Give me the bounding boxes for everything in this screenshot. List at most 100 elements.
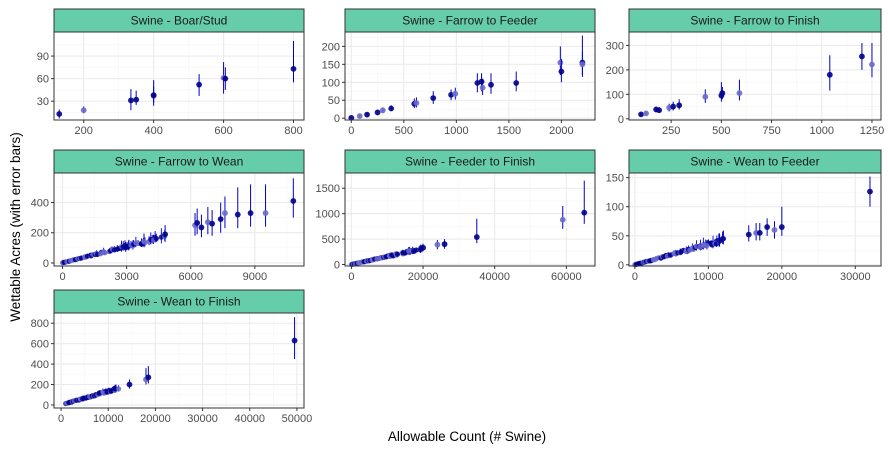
data-point: [581, 209, 588, 216]
data-point: [150, 92, 157, 99]
data-point: [133, 96, 140, 103]
y-tick-label: 90: [37, 51, 49, 63]
data-point: [745, 231, 752, 238]
data-point: [80, 107, 87, 114]
data-point: [736, 90, 743, 97]
data-point: [348, 114, 355, 121]
x-tick-label: 30000: [187, 413, 218, 425]
facet-title: Swine - Farrow to Feeder: [402, 14, 537, 28]
panel-border: [344, 31, 596, 121]
y-tick-label: 60: [37, 74, 49, 86]
data-point: [141, 238, 147, 244]
y-tick-label: 100: [322, 77, 340, 89]
y-tick-label: 1500: [316, 183, 340, 195]
y-tick-label: 150: [606, 173, 624, 185]
data-point: [670, 103, 677, 110]
data-point: [434, 241, 441, 248]
x-tick-label: 50000: [282, 413, 313, 425]
data-point: [867, 188, 873, 195]
data-point: [656, 107, 663, 114]
y-tick-label: 0: [43, 400, 49, 412]
data-point: [719, 90, 726, 97]
y-tick-label: 800: [31, 318, 49, 330]
data-point: [826, 71, 833, 78]
data-point: [579, 61, 586, 68]
data-point: [413, 100, 420, 107]
x-tick-label: 6000: [179, 271, 203, 283]
plot-area: [54, 32, 304, 120]
x-tick-label: 800: [284, 125, 302, 137]
facet-title: Swine - Wean to Feeder: [690, 155, 819, 169]
data-point: [374, 109, 381, 116]
data-point: [262, 210, 269, 216]
data-point: [473, 234, 480, 240]
data-point: [247, 210, 254, 216]
plot-area: [629, 173, 881, 266]
data-point: [128, 97, 134, 104]
x-tick-label: 1500: [497, 125, 521, 137]
data-point: [222, 75, 229, 82]
y-tick-label: 100: [606, 202, 624, 214]
y-tick-label: 0: [618, 260, 624, 272]
y-tick-label: 200: [31, 228, 49, 240]
data-point: [559, 216, 566, 223]
x-tick-label: 0: [348, 125, 354, 137]
data-point: [133, 240, 139, 246]
x-tick-label: 20000: [140, 413, 171, 425]
y-tick-label: 0: [618, 114, 624, 126]
y-tick-label: 400: [31, 197, 49, 209]
x-tick-label: 40000: [479, 271, 510, 283]
x-tick-label: 0: [632, 271, 638, 283]
data-point: [145, 374, 152, 381]
x-tick-label: 250: [662, 125, 680, 137]
data-point: [756, 229, 763, 236]
x-tick-label: 3000: [114, 271, 138, 283]
plot-area: [345, 32, 595, 120]
y-tick-label: 30: [37, 96, 49, 108]
data-point: [676, 102, 683, 109]
x-tick-label: 0: [58, 413, 64, 425]
data-point: [196, 81, 203, 88]
y-tick-label: 0: [334, 113, 340, 125]
data-point: [720, 236, 726, 242]
data-point: [162, 231, 169, 238]
x-tick-label: 10000: [93, 413, 124, 425]
facet-title: Swine - Farrow to Wean: [115, 155, 244, 169]
y-tick-label: 200: [31, 380, 49, 392]
data-point: [291, 337, 298, 344]
y-tick-label: 50: [612, 231, 624, 243]
data-point: [364, 111, 370, 118]
facet-title: Swine - Feeder to Finish: [405, 155, 535, 169]
data-point: [116, 386, 122, 392]
data-point: [209, 220, 216, 227]
y-tick-label: 300: [606, 40, 624, 52]
facet-panels: Swine - Boar/Stud 200 400 600 800 30 60 90 Swine…: [31, 8, 884, 425]
data-point: [869, 61, 875, 68]
y-tick-label: 200: [322, 41, 340, 53]
data-point: [290, 65, 297, 72]
data-point: [558, 68, 565, 75]
panel-border: [628, 172, 882, 267]
y-tick-label: 150: [322, 59, 340, 71]
y-tick-label: 600: [31, 339, 49, 351]
facet-panel: Swine - Feeder to Finish 0 20000 40000 60000…: [316, 149, 596, 283]
x-tick-label: 200: [75, 125, 93, 137]
data-point: [356, 113, 363, 119]
y-tick-label: 0: [43, 258, 49, 270]
data-point: [388, 105, 395, 112]
data-point: [771, 227, 778, 233]
x-tick-label: 60000: [551, 271, 582, 283]
y-tick-label: 400: [31, 359, 49, 371]
data-point: [479, 84, 486, 91]
y-tick-label: 500: [322, 234, 340, 246]
facet-title: Swine - Boar/Stud: [131, 14, 228, 28]
x-tick-label: 10000: [693, 271, 724, 283]
x-tick-label: 0: [59, 271, 65, 283]
x-tick-label: 1000: [444, 125, 468, 137]
data-point: [194, 220, 201, 226]
y-tick-label: 0: [334, 259, 340, 271]
data-point: [778, 224, 785, 230]
y-tick-label: 50: [328, 95, 340, 107]
